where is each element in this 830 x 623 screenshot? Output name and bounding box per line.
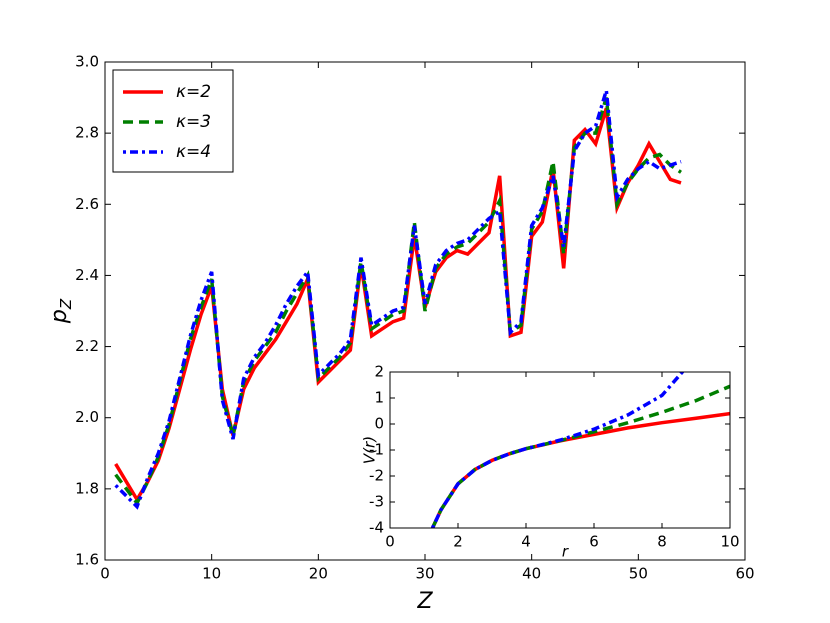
- x-axis-label: Z: [416, 589, 433, 614]
- x-tick-label: 40: [522, 565, 541, 583]
- inset: 0 2 4 6 8 10 -4 -3 -2 -1 0 1 2 r V(r): [361, 363, 740, 561]
- series-line: [430, 372, 685, 528]
- y-tick-label: 1: [374, 389, 384, 407]
- y-tick-label: 2.4: [75, 266, 99, 284]
- y-axis-label: V(r): [361, 436, 379, 464]
- y-tick-label: 2.2: [75, 337, 99, 355]
- y-tick-label: -2: [369, 467, 384, 485]
- y-tick-label: 1.6: [75, 551, 99, 569]
- y-tick-label: 2.8: [75, 124, 99, 142]
- plot-area: [390, 372, 730, 528]
- y-tick-label: -1: [369, 441, 384, 459]
- x-tick-label: 0: [100, 565, 110, 583]
- y-tick-label: -3: [369, 493, 384, 511]
- legend: κ=2 κ=3 κ=4: [112, 69, 234, 173]
- y-tick-label: 1.8: [75, 479, 99, 497]
- y-tick-label: 2: [374, 363, 384, 381]
- x-tick-label: 4: [521, 533, 531, 551]
- y-tick-label: 2.0: [75, 408, 99, 426]
- x-tick-label: 0: [385, 533, 395, 551]
- x-tick-label: 8: [657, 533, 667, 551]
- main-plot: 0 10 20 30 40 50 601.61.82.02.22.42.62.83.0ZpZ…: [47, 53, 755, 615]
- legend-label: κ=2: [176, 82, 211, 102]
- y-tick-label: 3.0: [75, 53, 99, 71]
- legend-label: κ=3: [176, 112, 211, 132]
- y-tick-label: 2.6: [75, 195, 99, 213]
- y-tick-label: -4: [369, 519, 384, 537]
- x-tick-label: 10: [202, 565, 221, 583]
- series-line: [114, 89, 682, 510]
- y-label-sub: Z: [57, 298, 75, 310]
- x-tick-label: 30: [415, 565, 434, 583]
- y-axis-label: pZ: [47, 298, 75, 324]
- x-axis-label: r: [562, 543, 569, 561]
- x-tick-label: 60: [735, 565, 754, 583]
- lines: [114, 89, 682, 510]
- x-tick-label: 2: [453, 533, 463, 551]
- x-tick-label: 50: [629, 565, 648, 583]
- x-tick-label: 6: [589, 533, 599, 551]
- legend-label: κ=4: [176, 142, 211, 162]
- x-tick-label: 10: [720, 533, 739, 551]
- x-tick-label: 20: [309, 565, 328, 583]
- lines: [430, 372, 730, 528]
- y-tick-label: 0: [374, 415, 384, 433]
- y-label-base: p: [47, 309, 72, 324]
